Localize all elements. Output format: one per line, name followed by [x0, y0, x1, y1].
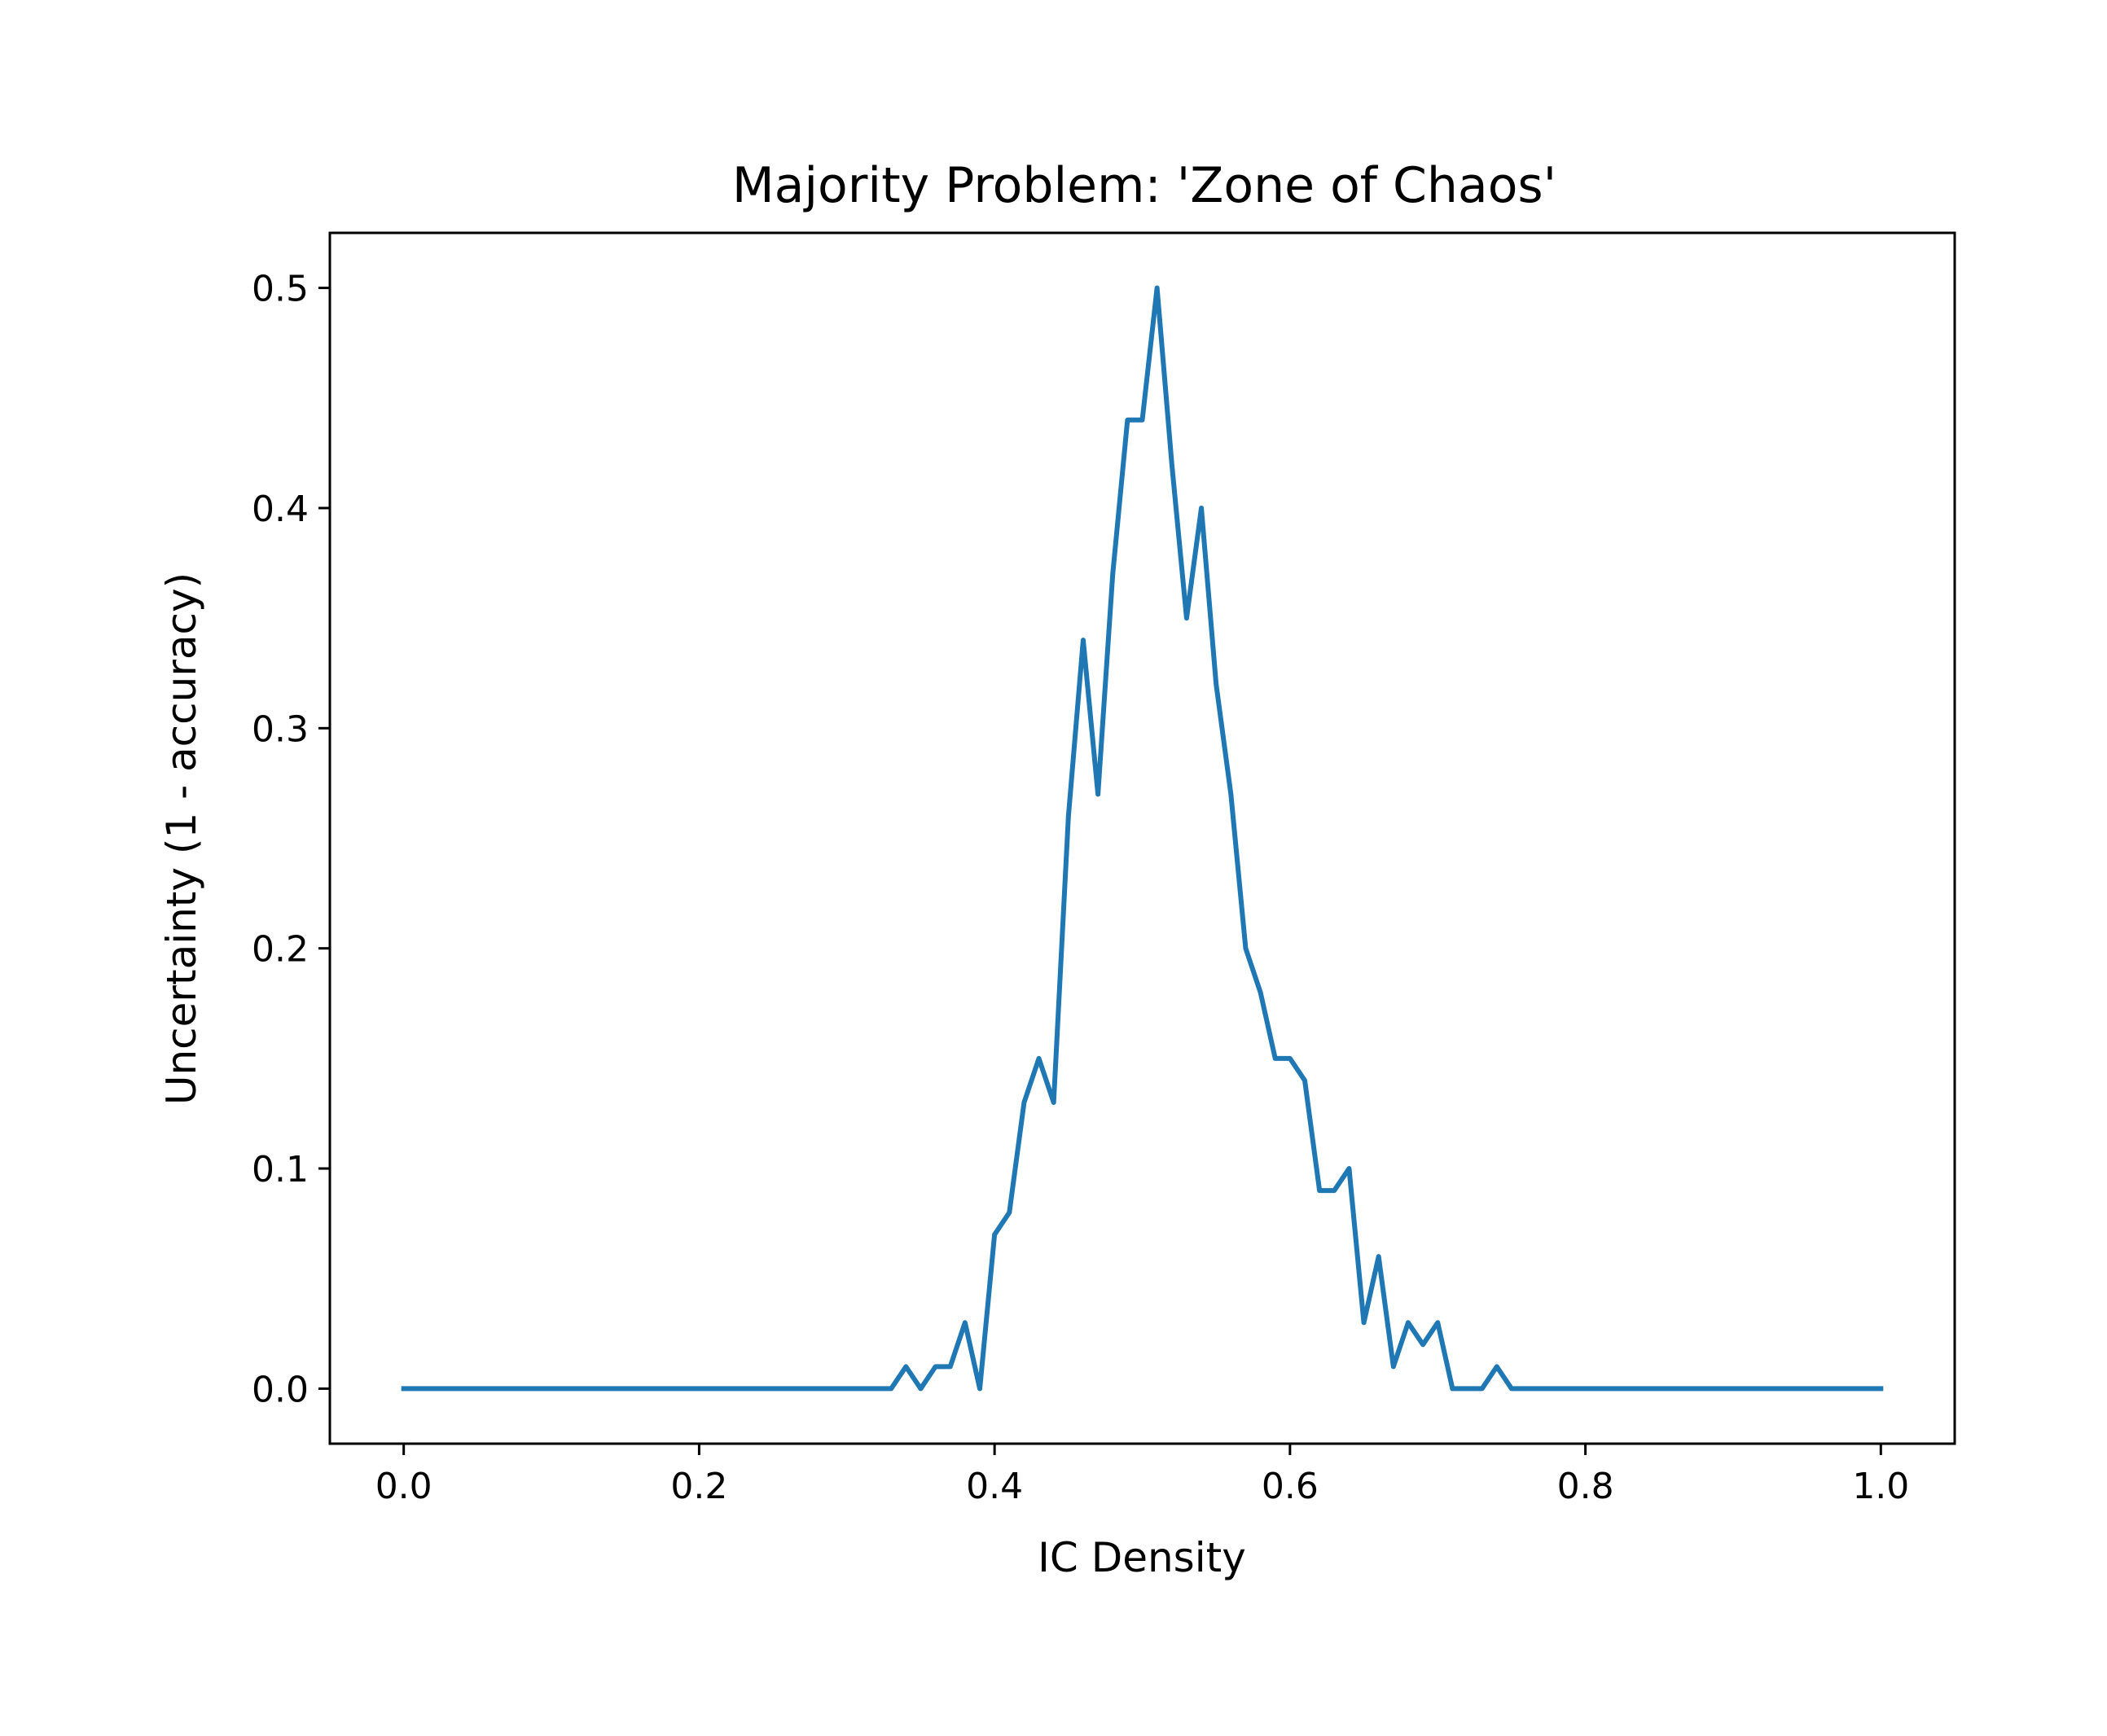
- chart-title: Majority Problem: 'Zone of Chaos': [732, 157, 1556, 214]
- y-axis-label: Uncertainty (1 - accuracy): [158, 572, 205, 1105]
- plot-frame: [328, 231, 1956, 1445]
- x-axis-label: IC Density: [1038, 1534, 1246, 1581]
- x-tick-label: 0.6: [1262, 1466, 1319, 1507]
- y-tick-label: 0.0: [252, 1369, 309, 1410]
- x-tick-label: 1.0: [1852, 1466, 1909, 1507]
- x-tick-label: 0.0: [375, 1466, 432, 1507]
- x-tick-label: 0.2: [670, 1466, 727, 1507]
- y-tick-label: 0.1: [252, 1149, 309, 1190]
- x-axis-ticks: 0.0 0.2 0.4 0.6 0.8 1.0: [375, 1444, 1909, 1507]
- x-tick-label: 0.4: [966, 1466, 1023, 1507]
- y-tick-label: 0.4: [252, 489, 309, 530]
- y-tick-label: 0.3: [252, 708, 309, 750]
- x-tick-label: 0.8: [1557, 1466, 1614, 1507]
- y-axis-ticks: 0.0 0.1 0.2 0.3 0.4 0.5: [252, 269, 330, 1410]
- y-tick-label: 0.5: [252, 269, 309, 310]
- y-tick-label: 0.2: [252, 929, 309, 971]
- series-line: [401, 285, 1884, 1392]
- plot-area: [401, 285, 1884, 1392]
